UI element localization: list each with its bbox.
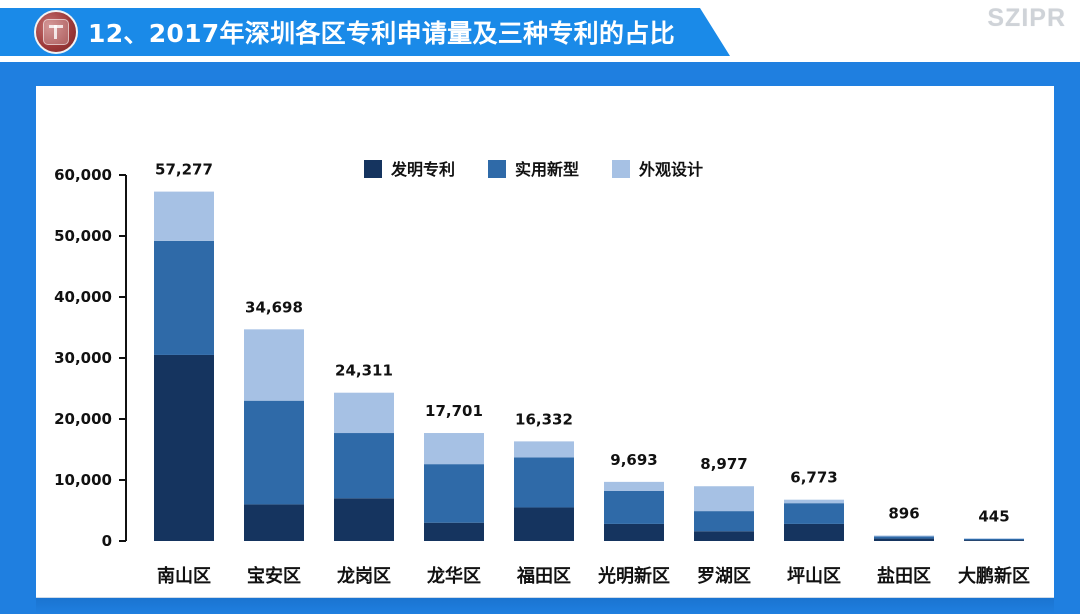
- y-tick-label: 50,000: [54, 227, 112, 245]
- bar-group: 445: [964, 507, 1024, 541]
- y-tick-label: 10,000: [54, 471, 112, 489]
- bar-group: 24,311: [334, 362, 394, 541]
- bar-value-label: 57,277: [155, 161, 213, 179]
- x-category-label: 龙岗区: [337, 565, 391, 587]
- bar-segment: [604, 490, 664, 524]
- bar-segment: [244, 329, 304, 401]
- x-category-label: 福田区: [516, 565, 571, 587]
- bar-group: 8,977: [694, 455, 754, 541]
- bar-segment: [424, 522, 484, 541]
- bar-segment: [244, 400, 304, 505]
- x-category-label: 宝安区: [247, 565, 301, 587]
- legend-swatch: [364, 160, 382, 178]
- bar-group: 57,277: [154, 161, 214, 541]
- bar-segment: [784, 523, 844, 541]
- bar-segment: [244, 504, 304, 541]
- brand-text: SZIPR: [987, 4, 1066, 32]
- szipr-logo-icon: [34, 10, 78, 54]
- bar-segment: [694, 511, 754, 532]
- bar-value-label: 6,773: [790, 469, 837, 487]
- legend: 发明专利 实用新型 外观设计: [364, 160, 703, 179]
- bar-segment: [334, 433, 394, 499]
- bar-value-label: 9,693: [610, 451, 657, 469]
- bar-group: 34,698: [244, 298, 304, 541]
- bar-segment: [964, 538, 1024, 539]
- bar-group: 896: [874, 505, 934, 541]
- x-category-label: 龙华区: [427, 565, 481, 587]
- bar-segment: [154, 354, 214, 541]
- bar-segment: [424, 464, 484, 523]
- bar-groups: 57,277 34,698 24,311 17,701 16,332 9,693 8,977…: [154, 161, 1024, 541]
- legend-label: 实用新型: [515, 160, 579, 179]
- x-category-label: 大鹏新区: [958, 565, 1030, 587]
- logo-mark: [43, 19, 69, 45]
- bar-value-label: 17,701: [425, 402, 483, 420]
- y-tick-label: 30,000: [54, 349, 112, 367]
- bar-segment: [154, 191, 214, 241]
- y-tick-label: 0: [102, 532, 112, 550]
- bar-segment: [604, 481, 664, 491]
- bar-value-label: 8,977: [700, 455, 747, 473]
- y-tick-label: 40,000: [54, 288, 112, 306]
- x-category-label: 南山区: [157, 565, 211, 587]
- x-category-label: 坪山区: [787, 566, 841, 587]
- bar-segment: [784, 499, 844, 504]
- bar-segment: [604, 523, 664, 541]
- bar-segment: [154, 240, 214, 355]
- bar-value-label: 16,332: [515, 410, 573, 428]
- bar-segment: [874, 536, 934, 539]
- bar-value-label: 24,311: [335, 362, 393, 380]
- legend-swatch: [488, 160, 506, 178]
- bar-segment: [694, 531, 754, 541]
- legend-swatch: [612, 160, 630, 178]
- bar-segment: [514, 507, 574, 541]
- x-axis-labels: 南山区 宝安区 龙岗区 龙华区 福田区 光明新区 罗湖区 坪山区 盐田区 大鹏新区: [157, 565, 1030, 587]
- bar-segment: [964, 540, 1024, 541]
- page-title: 12、2017年深圳各区专利申请量及三种专利的占比: [88, 19, 675, 48]
- y-axis: 0 10,000 20,000 30,000 40,000 50,000 60,000: [54, 166, 127, 550]
- bar-group: 17,701: [424, 402, 484, 541]
- bar-segment: [514, 441, 574, 458]
- bar-segment: [694, 486, 754, 512]
- y-tick-label: 60,000: [54, 166, 112, 184]
- bar-group: 16,332: [514, 410, 574, 541]
- bar-group: 9,693: [604, 451, 664, 541]
- x-category-label: 罗湖区: [697, 566, 751, 587]
- y-tick-label: 20,000: [54, 410, 112, 428]
- bar-segment: [784, 503, 844, 524]
- legend-label: 外观设计: [638, 160, 703, 179]
- bar-segment: [874, 538, 934, 541]
- bar-segment: [964, 538, 1024, 541]
- bar-segment: [334, 392, 394, 434]
- bar-value-label: 445: [978, 507, 1009, 525]
- x-category-label: 盐田区: [877, 565, 931, 587]
- bar-segment: [514, 457, 574, 508]
- x-category-label: 光明新区: [597, 565, 670, 587]
- bar-segment: [334, 498, 394, 541]
- bar-segment: [874, 535, 934, 537]
- bar-segment: [424, 433, 484, 465]
- bar-value-label: 34,698: [245, 298, 303, 316]
- chart-panel-shadow: [36, 597, 1054, 614]
- bar-value-label: 896: [888, 505, 919, 523]
- legend-label: 发明专利: [390, 160, 455, 179]
- bar-group: 6,773: [784, 469, 844, 541]
- title-bar: [0, 8, 730, 56]
